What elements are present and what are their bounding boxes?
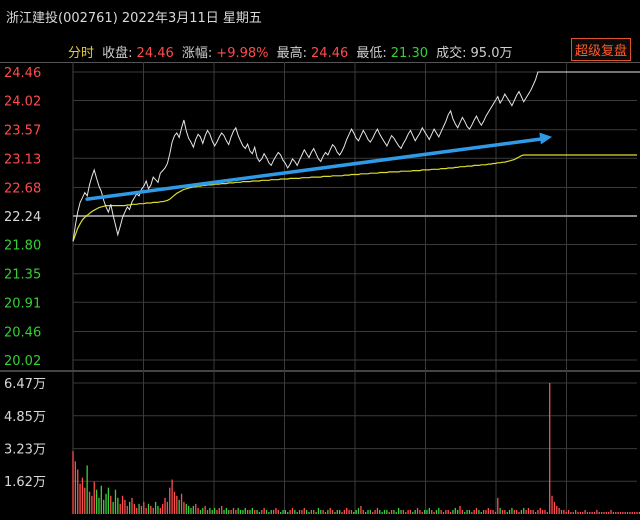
price-axis-labels: 24.46 24.02 23.57 23.13 22.68 22.24 21.80 21.35… bbox=[4, 66, 41, 369]
change-label: 涨幅: bbox=[181, 46, 213, 61]
super-replay-button[interactable]: 超级复盘 bbox=[571, 38, 632, 61]
close-value: 24.46 bbox=[136, 46, 174, 61]
price-tick-label: 23.57 bbox=[4, 124, 41, 139]
volume-tick-label: 3.23万 bbox=[4, 443, 46, 458]
volume-label: 成交: bbox=[436, 46, 467, 61]
price-tick-label: 20.91 bbox=[4, 296, 41, 311]
price-tick-label: 22.68 bbox=[4, 181, 41, 196]
price-tick-label: 21.35 bbox=[4, 268, 41, 283]
stock-title: 浙江建投(002761) 2022年3月11日 星期五 bbox=[6, 11, 262, 26]
price-tick-label: 21.80 bbox=[4, 239, 41, 254]
price-tick-label: 20.46 bbox=[4, 325, 41, 340]
quote-bar: 分时 收盘: 24.46 涨幅: +9.98% 最高: 24.46 最低: 21.30 … bbox=[68, 42, 516, 61]
price-tick-label: 22.24 bbox=[4, 210, 41, 225]
price-tick-label: 20.02 bbox=[4, 354, 41, 369]
volume-tick-label: 4.85万 bbox=[4, 410, 46, 425]
avg-price-line bbox=[72, 154, 637, 242]
header-divider bbox=[0, 62, 640, 63]
tab-fenshi[interactable]: 分时 bbox=[68, 46, 95, 61]
volume-tick-label: 6.47万 bbox=[4, 377, 46, 392]
low-label: 最低: bbox=[356, 46, 387, 61]
price-line bbox=[72, 71, 640, 242]
trend-arrow-head bbox=[539, 132, 553, 145]
price-tick-label: 24.46 bbox=[4, 66, 41, 81]
high-value: 24.46 bbox=[311, 46, 349, 61]
trend-arrow-shaft bbox=[85, 137, 544, 201]
close-label: 收盘: bbox=[102, 46, 133, 61]
volume-axis-labels: 6.47万 4.85万 3.23万 1.62万 bbox=[4, 377, 46, 490]
low-value: 21.30 bbox=[390, 46, 428, 61]
price-tick-label: 23.13 bbox=[4, 152, 41, 167]
volume-tick-label: 1.62万 bbox=[4, 475, 46, 490]
price-tick-label: 24.02 bbox=[4, 95, 41, 110]
panel-divider bbox=[0, 370, 640, 372]
volume-bars bbox=[72, 383, 640, 514]
trend-arrow bbox=[85, 132, 553, 201]
change-value: +9.98% bbox=[216, 46, 269, 61]
high-label: 最高: bbox=[276, 46, 308, 61]
volume-value: 95.0万 bbox=[470, 46, 513, 61]
chart-grid bbox=[0, 62, 640, 514]
